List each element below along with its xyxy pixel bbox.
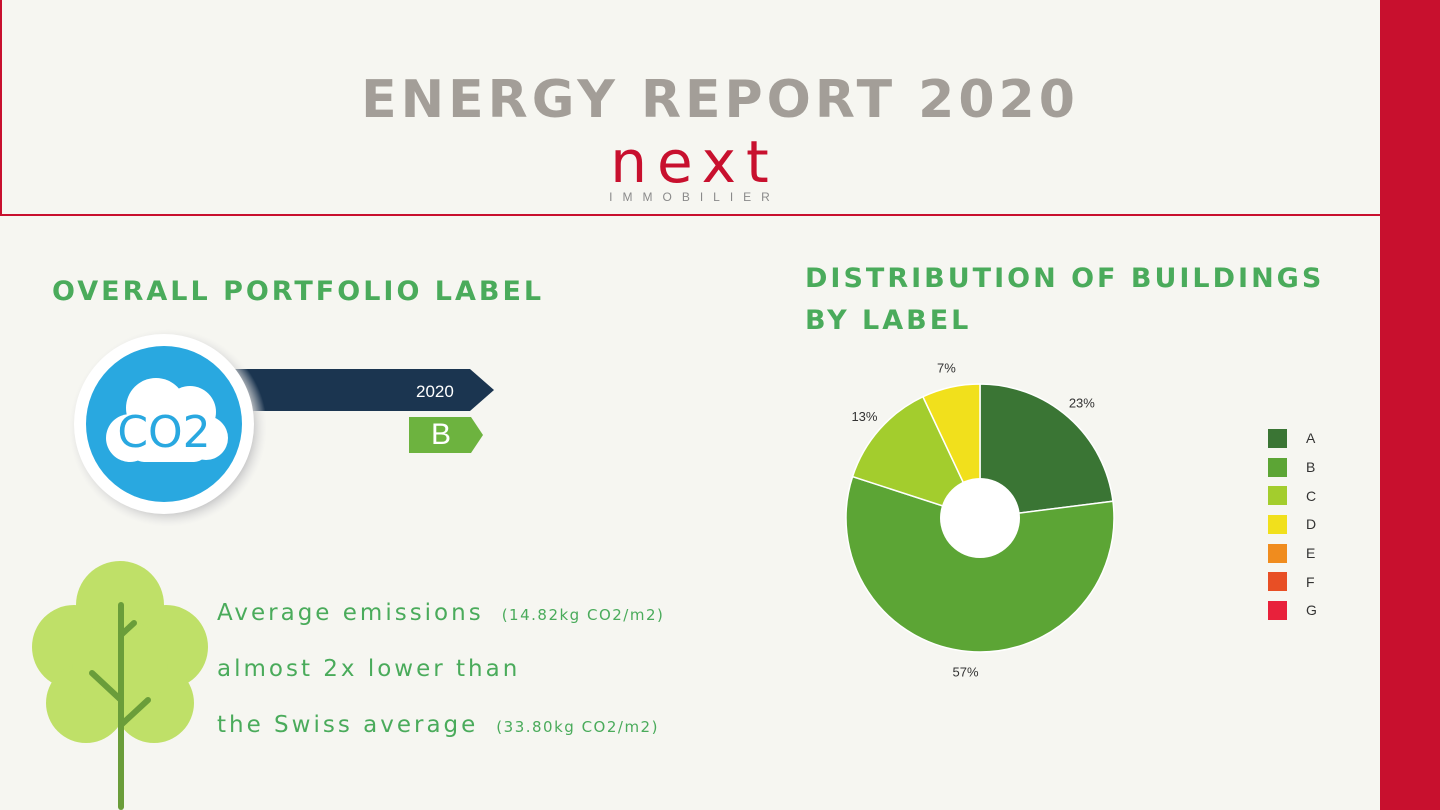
slice-label-a: 23%	[1069, 395, 1095, 410]
portfolio-section-title: OVERALL PORTFOLIO LABEL	[52, 276, 545, 307]
label-tag-shape	[409, 417, 483, 453]
legend-label: E	[1306, 545, 1316, 562]
legend-swatch	[1268, 457, 1287, 477]
emissions-average-value: (14.82kg CO2/m2)	[501, 606, 665, 624]
legend-item-f: F	[1268, 567, 1317, 596]
legend-label: C	[1306, 487, 1317, 504]
emissions-line-1: Average emissions (14.82kg CO2/m2)	[217, 600, 664, 626]
tree-icon	[32, 561, 208, 810]
legend-label: B	[1306, 459, 1316, 476]
legend-item-e: E	[1268, 539, 1317, 568]
donut-hole	[940, 478, 1020, 558]
distribution-title-line-1: DISTRIBUTION OF BUILDINGS	[805, 263, 1325, 294]
emissions-line-3-text: the Swiss average	[217, 712, 479, 738]
legend-label: G	[1306, 602, 1317, 619]
slice-label-c: 13%	[851, 409, 877, 424]
slice-label-d: 7%	[937, 361, 956, 376]
header-band	[0, 0, 1380, 216]
legend-item-g: G	[1268, 596, 1317, 625]
year-label: 2020	[416, 382, 454, 401]
year-arrow	[230, 369, 494, 411]
co2-cloud-icon: CO2	[68, 328, 268, 528]
donut-chart: 23% 57% 13% 7%	[845, 361, 1115, 679]
donut-slice-a	[979, 383, 1114, 519]
legend-swatch	[1268, 486, 1287, 506]
donut-slice-c	[851, 395, 982, 520]
legend-swatch	[1268, 428, 1287, 448]
right-accent-bar	[1380, 0, 1440, 810]
legend-swatch	[1268, 514, 1287, 534]
distribution-title-line-2: BY LABEL	[805, 305, 972, 336]
slice-label-b: 57%	[952, 664, 978, 679]
legend-swatch	[1268, 543, 1287, 563]
year-arrow-shape	[230, 369, 494, 411]
energy-label-tag: B	[409, 417, 483, 453]
legend-item-b: B	[1268, 453, 1317, 482]
legend-item-d: D	[1268, 510, 1317, 539]
legend-label: D	[1306, 516, 1317, 533]
energy-label-letter: B	[431, 418, 452, 451]
co2-badge-text: CO2	[117, 407, 210, 458]
logo-wordmark: next	[610, 128, 779, 196]
distribution-section-title: DISTRIBUTION OF BUILDINGS BY LABEL	[805, 258, 1324, 342]
donut-slice-b	[845, 475, 1115, 653]
legend-swatch	[1268, 572, 1287, 592]
page-title: ENERGY REPORT 2020	[361, 70, 1079, 130]
legend-item-c: C	[1268, 481, 1317, 510]
legend-label: A	[1306, 430, 1316, 447]
legend-label: F	[1306, 573, 1315, 590]
swiss-average-value: (33.80kg CO2/m2)	[496, 718, 659, 736]
legend-item-a: A	[1268, 424, 1317, 453]
logo-subtitle: IMMOBILIER	[609, 190, 780, 204]
emissions-line-1-text: Average emissions	[217, 600, 484, 626]
emissions-line-3: the Swiss average (33.80kg CO2/m2)	[217, 712, 659, 738]
emissions-line-2: almost 2x lower than	[217, 656, 521, 682]
legend-swatch	[1268, 600, 1287, 620]
